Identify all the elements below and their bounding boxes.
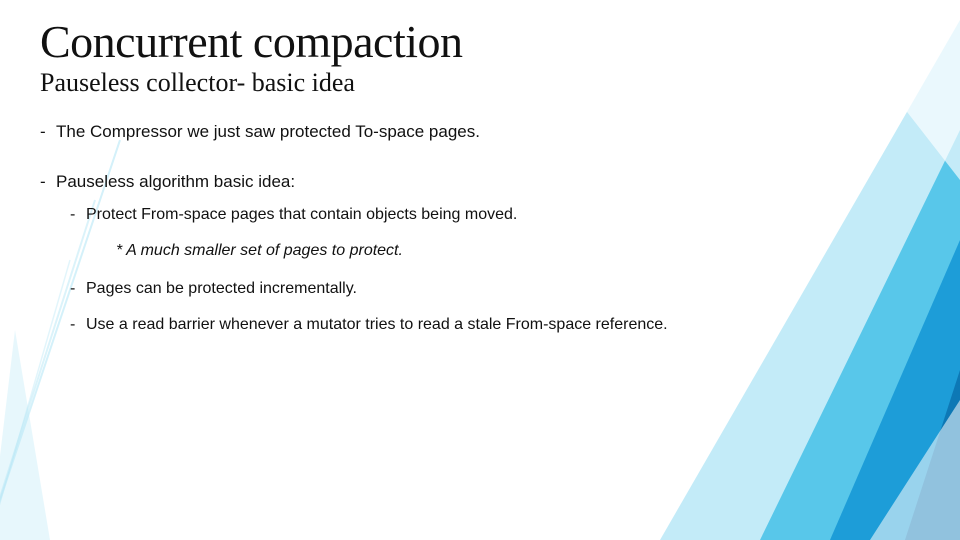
bullet-text: Use a read barrier whenever a mutator tr…: [86, 316, 668, 334]
bullet-dash: -: [70, 206, 86, 224]
bullet-level2: - Pages can be protected incrementally.: [70, 280, 900, 298]
bullet-text: The Compressor we just saw protected To-…: [56, 122, 480, 142]
bullet-text: Protect From-space pages that contain ob…: [86, 206, 517, 224]
bullet-dash: -: [70, 280, 86, 298]
bullet-level2: - Protect From-space pages that contain …: [70, 206, 900, 224]
bullet-level1: - Pauseless algorithm basic idea:: [40, 172, 900, 192]
slide: Concurrent compaction Pauseless collecto…: [0, 0, 960, 540]
slide-subtitle: Pauseless collector- basic idea: [40, 68, 900, 98]
bullet-text: Pages can be protected incrementally.: [86, 280, 357, 298]
bullet-level2: - Use a read barrier whenever a mutator …: [70, 316, 900, 334]
sub-bullet-list: - Protect From-space pages that contain …: [70, 206, 900, 334]
slide-content: Concurrent compaction Pauseless collecto…: [40, 18, 900, 334]
bullet-list: - The Compressor we just saw protected T…: [40, 122, 900, 334]
bullet-dash: -: [40, 122, 56, 142]
slide-title: Concurrent compaction: [40, 18, 900, 66]
bullet-level1: - The Compressor we just saw protected T…: [40, 122, 900, 142]
bullet-dash: -: [40, 172, 56, 192]
bullet-text: Pauseless algorithm basic idea:: [56, 172, 295, 192]
bullet-note: * A much smaller set of pages to protect…: [116, 242, 900, 260]
bullet-dash: -: [70, 316, 86, 334]
